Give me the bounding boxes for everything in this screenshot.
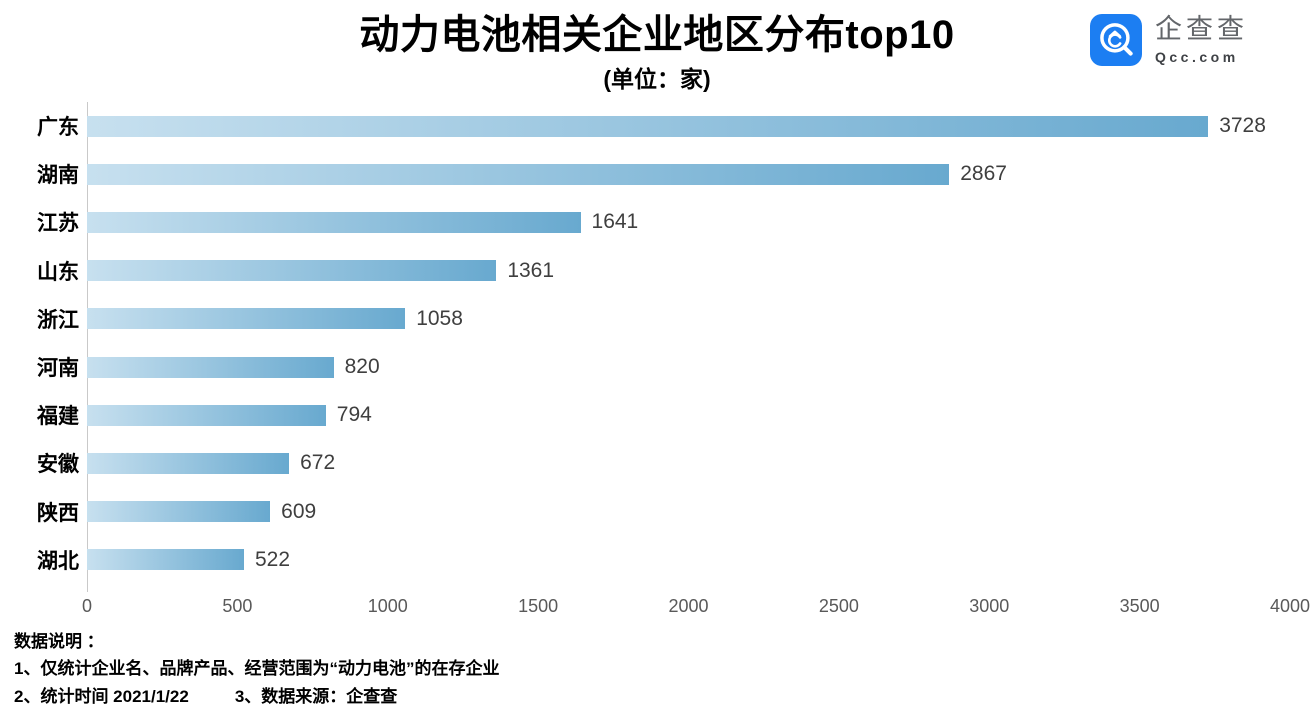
header: 动力电池相关企业地区分布top10 (单位：家) 企查查 Qcc.com [0,0,1314,94]
bar [87,549,244,571]
x-axis: 0 500 1000 1500 2000 2500 3000 3500 4000 [82,595,1310,620]
value-label: 794 [336,403,372,427]
bar-track: 672 [87,451,1290,475]
bar-row: 江苏 1641 [0,198,1314,246]
category-label: 山东 [37,260,79,284]
category-label: 河南 [37,357,79,381]
bar [87,308,406,330]
bar-track: 522 [87,548,1290,572]
qcc-logo: 企查查 Qcc.com [1090,14,1248,66]
chart-title: 动力电池相关企业地区分布top10 [359,13,955,57]
x-tick-label: 4000 [1269,595,1311,616]
category-label: 湖北 [37,549,79,573]
bar-row: 山东 1361 [0,247,1314,295]
qcc-logo-text: 企查查 Qcc.com [1155,14,1248,65]
note-line-2: 2、统计时间 2021/1/22 3、数据来源：企查查 [14,683,1314,711]
qcc-logo-rect [1090,14,1142,66]
bar-row: 浙江 1058 [0,295,1314,343]
bar-row: 陕西 609 [0,488,1314,536]
bar-row: 湖北 522 [0,536,1314,584]
note-data-source: 3、数据来源：企查查 [234,686,398,706]
bar [87,260,497,282]
bar [87,163,950,185]
bar-row: 安徽 672 [0,439,1314,487]
note-line-1: 1、仅统计企业名、品牌产品、经营范围为“动力电池”的在存企业 [14,659,500,679]
notes-heading: 数据说明 ： [14,631,104,651]
data-notes: 数据说明 ： 1、仅统计企业名、品牌产品、经营范围为“动力电池”的在存企业 2、… [14,628,1314,711]
bar-row: 湖南 2867 [0,150,1314,198]
bar-track: 609 [87,500,1290,524]
value-label: 1361 [507,258,555,282]
bar-chart: 广东 3728 湖南 2867 江苏 1641 山东 1361 浙江 1058 [0,102,1314,620]
category-label: 浙江 [37,308,79,332]
value-label: 3728 [1219,114,1266,138]
bar-track: 1058 [87,307,1290,331]
bar-track: 1361 [87,259,1290,283]
value-label: 2867 [960,162,1007,186]
category-label: 陕西 [37,501,79,525]
bar [87,404,326,426]
category-label: 湖南 [37,164,79,188]
x-tick-label: 0 [81,595,93,616]
bar-rows: 广东 3728 湖南 2867 江苏 1641 山东 1361 浙江 1058 [0,102,1314,584]
bar-track: 794 [87,403,1290,427]
qcc-logo-icon [1090,14,1142,66]
y-axis-line [87,102,88,592]
bar-row: 广东 3728 [0,102,1314,150]
category-label: 广东 [37,116,79,140]
logo-domain: Qcc.com [1155,48,1239,65]
category-label: 安徽 [37,453,79,477]
value-label: 820 [344,355,380,379]
chart-subtitle: (单位：家) [603,66,711,92]
x-tick-label: 1500 [518,595,559,616]
category-label: 江苏 [37,212,79,236]
bar-track: 820 [87,355,1290,379]
x-tick-label: 2500 [818,595,859,616]
x-tick-label: 500 [222,595,253,616]
x-tick-label: 3500 [1119,595,1160,616]
x-tick-label: 1000 [367,595,408,616]
x-tick-label: 2000 [668,595,709,616]
value-label: 1058 [416,306,463,330]
bar [87,452,290,474]
value-label: 1641 [591,210,639,234]
value-label: 522 [254,547,291,571]
bar-track: 1641 [87,210,1290,234]
bar-row: 河南 820 [0,343,1314,391]
logo-company-name: 企查查 [1155,14,1248,45]
value-label: 609 [281,499,317,523]
bar [87,211,581,233]
bar-track: 3728 [87,114,1290,138]
category-label: 福建 [37,405,79,429]
bar-row: 福建 794 [0,391,1314,439]
x-tick-label: 3000 [969,595,1010,616]
bar [87,115,1209,137]
value-label: 672 [300,451,336,475]
bar [87,356,334,378]
bar [87,501,271,523]
note-stat-time: 2、统计时间 2021/1/22 [14,686,189,706]
bar-track: 2867 [87,162,1290,186]
